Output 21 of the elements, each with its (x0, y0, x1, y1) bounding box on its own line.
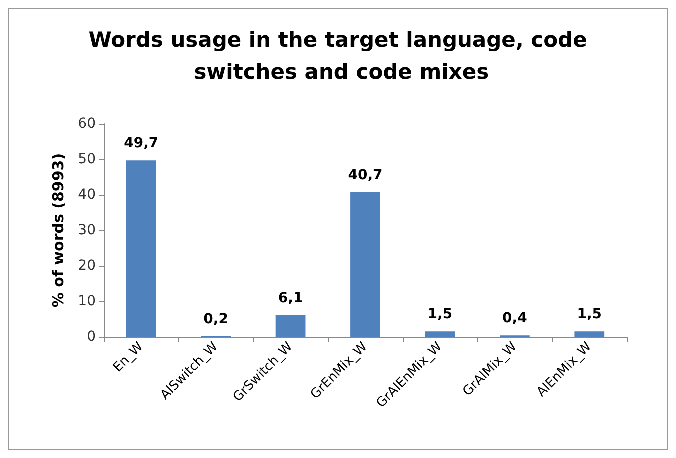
y-tick-label: 20 (78, 258, 96, 274)
bar (574, 332, 605, 337)
chart-title: Words usage in the target language, code switches and code mixes (88, 28, 588, 84)
y-tick-label: 50 (78, 152, 96, 168)
bar (276, 315, 306, 337)
bar (350, 192, 380, 337)
data-label: 40,7 (348, 168, 383, 184)
y-axis-title: % of words (8993) (50, 153, 68, 308)
y-tick-label: 10 (78, 294, 96, 310)
data-label: 1,5 (428, 306, 453, 323)
y-tick-label: 30 (78, 222, 96, 238)
y-tick-label: 40 (78, 187, 96, 203)
data-label: 49,7 (124, 136, 159, 152)
data-label: 6,1 (278, 290, 304, 306)
data-label: 1,5 (577, 306, 602, 323)
y-tick-label: 0 (87, 329, 96, 345)
data-label: 0,4 (502, 310, 528, 327)
bar (126, 160, 156, 337)
bar (425, 332, 456, 337)
y-tick-label: 60 (78, 116, 96, 132)
data-label: 0,2 (204, 311, 228, 328)
